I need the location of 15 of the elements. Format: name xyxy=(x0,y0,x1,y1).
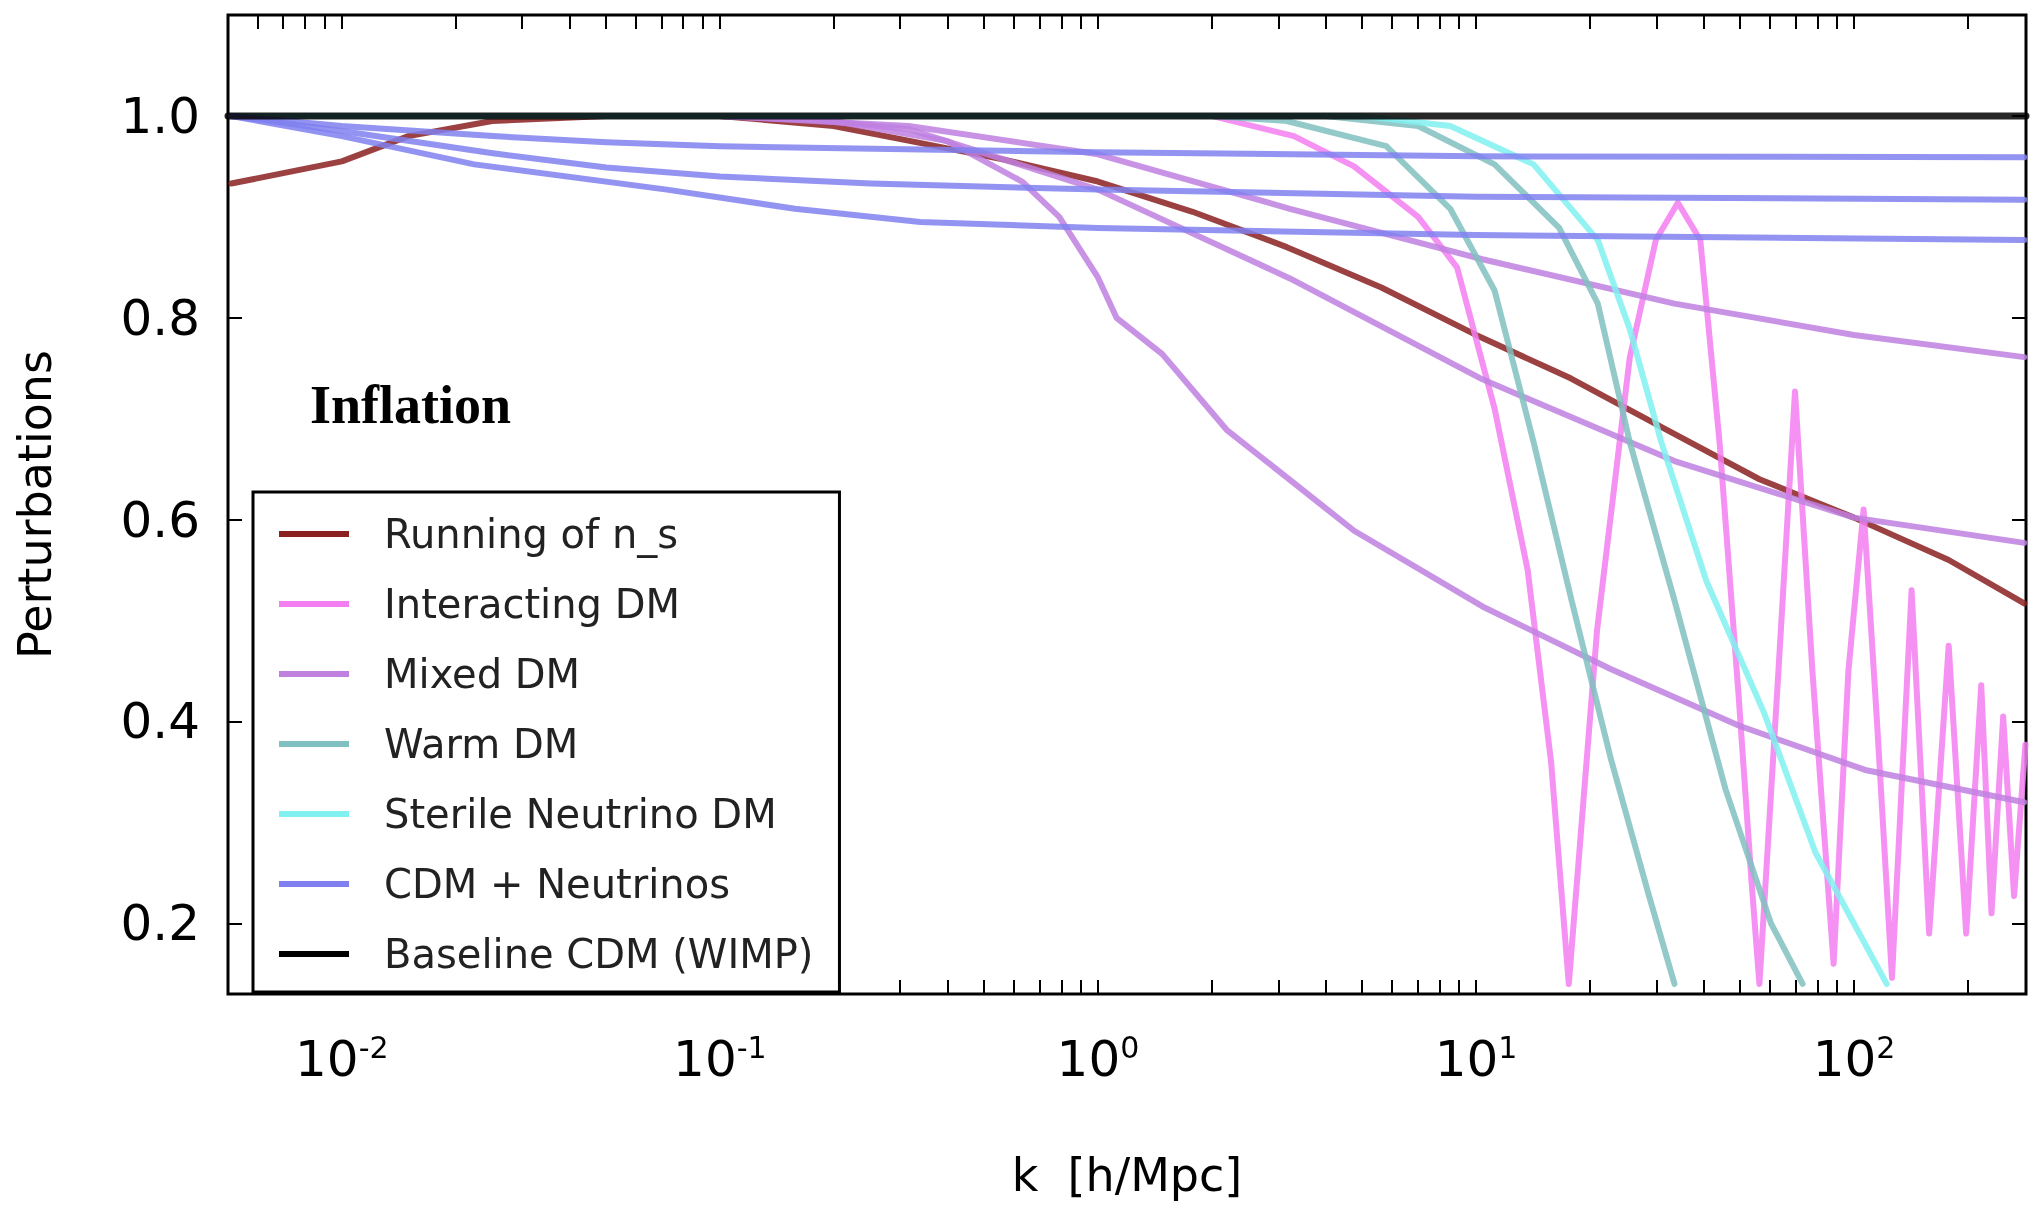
legend-label: Sterile Neutrino DM xyxy=(384,791,777,837)
y-tick-label: 0.2 xyxy=(120,894,200,953)
legend-label: Warm DM xyxy=(384,721,579,767)
y-tick-label: 1.0 xyxy=(120,86,200,145)
legend-label: CDM + Neutrinos xyxy=(384,861,730,907)
legend-label: Running of n_s xyxy=(384,511,679,558)
legend-label: Interacting DM xyxy=(384,581,680,627)
legend-label: Mixed DM xyxy=(384,651,581,697)
x-axis-title: k [h/Mpc] xyxy=(1011,1148,1243,1202)
annotation: Inflation xyxy=(310,375,512,435)
y-tick-label: 0.8 xyxy=(120,288,200,347)
y-axis-title: Perturbations xyxy=(8,350,62,659)
y-tick-label: 0.6 xyxy=(120,490,200,549)
y-tick-label: 0.4 xyxy=(120,692,200,751)
legend-label: Baseline CDM (WIMP) xyxy=(384,931,814,977)
